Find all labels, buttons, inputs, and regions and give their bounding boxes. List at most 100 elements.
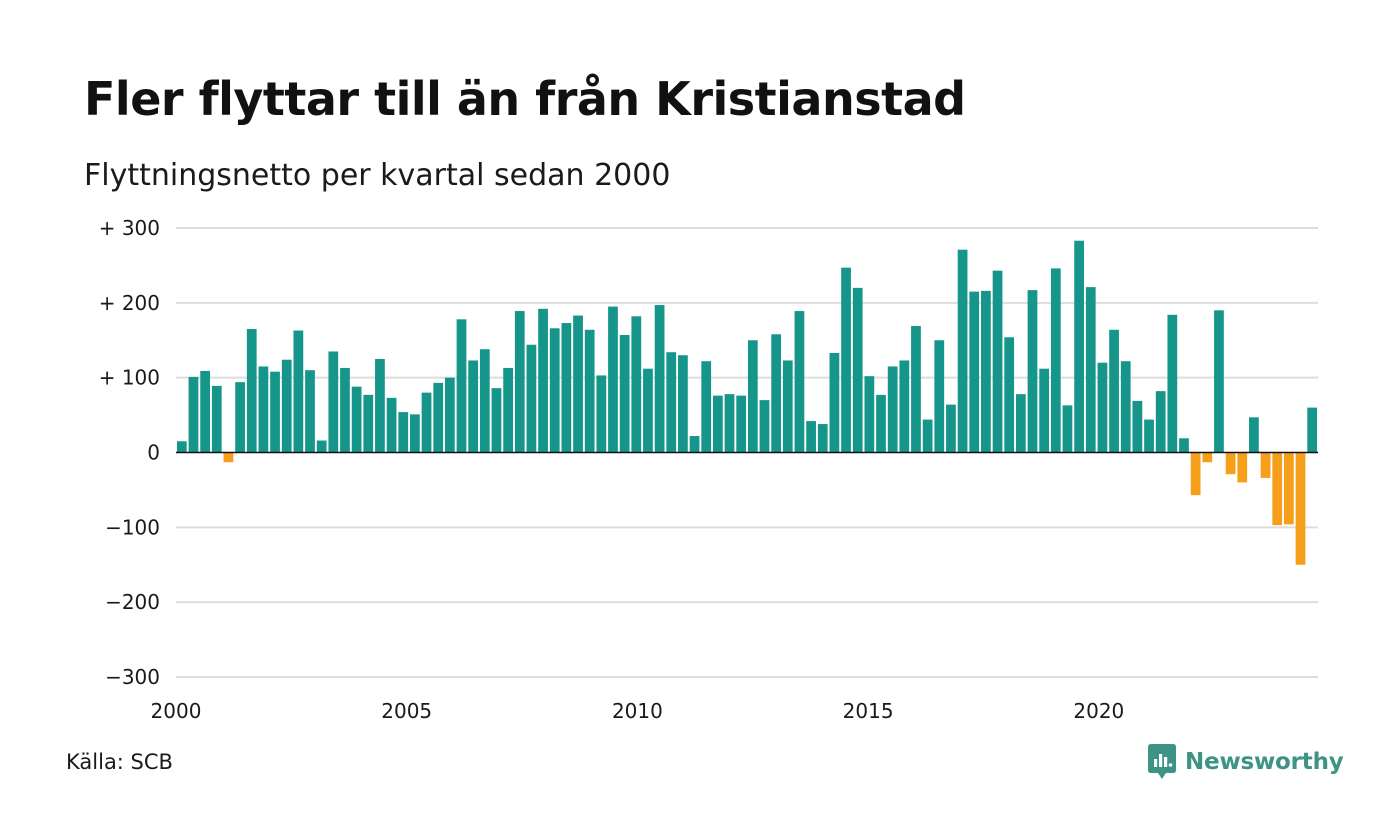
y-tick-label: −200 bbox=[105, 590, 160, 614]
bar bbox=[794, 311, 805, 453]
bar bbox=[981, 290, 991, 453]
x-tick-label: 2015 bbox=[843, 699, 894, 723]
newsworthy-logo-icon bbox=[1148, 744, 1176, 779]
bar bbox=[398, 412, 409, 453]
x-tick-label: 2020 bbox=[1073, 699, 1124, 723]
bar bbox=[363, 394, 374, 453]
brand-name: Newsworthy bbox=[1185, 749, 1344, 775]
bar bbox=[514, 311, 525, 453]
bars bbox=[176, 240, 1318, 565]
bar bbox=[246, 329, 257, 453]
bar bbox=[1202, 452, 1213, 463]
bar bbox=[386, 397, 397, 453]
bar bbox=[934, 340, 945, 453]
y-axis-tick-labels: + 300 + 200 + 100 0 −100 −200 −300 bbox=[99, 216, 160, 689]
bar bbox=[1237, 452, 1248, 483]
bar bbox=[444, 377, 455, 453]
bar bbox=[188, 376, 199, 453]
y-tick-label: −300 bbox=[105, 665, 160, 689]
bar bbox=[549, 328, 560, 453]
bar bbox=[316, 440, 327, 453]
bar bbox=[852, 287, 863, 453]
bar bbox=[503, 367, 513, 453]
bar bbox=[631, 316, 642, 453]
bar bbox=[782, 360, 793, 453]
bar bbox=[293, 330, 304, 453]
bar bbox=[1225, 452, 1236, 475]
bar bbox=[456, 319, 467, 453]
bar bbox=[561, 323, 572, 453]
x-tick-label: 2010 bbox=[612, 699, 663, 723]
bar bbox=[1144, 419, 1154, 453]
x-tick-label: 2000 bbox=[151, 699, 202, 723]
bar bbox=[1074, 240, 1084, 453]
bar bbox=[211, 385, 222, 453]
bar bbox=[759, 400, 770, 453]
bar bbox=[410, 414, 420, 453]
bar bbox=[817, 424, 828, 453]
x-axis-tick-labels: 2000 2005 2010 2015 2020 bbox=[151, 699, 1125, 723]
bar bbox=[1167, 314, 1178, 453]
bar bbox=[922, 419, 933, 453]
bar bbox=[806, 421, 816, 453]
bar bbox=[712, 395, 723, 453]
bar bbox=[666, 352, 677, 453]
bar bbox=[1132, 400, 1143, 453]
bar bbox=[573, 315, 583, 453]
bar bbox=[969, 291, 980, 453]
bar bbox=[1307, 407, 1318, 453]
chart-title: Fler flyttar till än från Kristianstad bbox=[84, 72, 966, 126]
bar bbox=[200, 370, 211, 453]
bar bbox=[1004, 337, 1015, 453]
bar bbox=[1015, 394, 1026, 453]
bar bbox=[1179, 438, 1189, 453]
bar bbox=[899, 360, 910, 453]
bar bbox=[1249, 417, 1259, 453]
bar bbox=[829, 352, 840, 453]
bar bbox=[176, 441, 187, 453]
bar bbox=[281, 359, 292, 453]
bar bbox=[1155, 391, 1166, 453]
bar bbox=[1214, 310, 1224, 453]
bar bbox=[876, 394, 886, 453]
bar bbox=[305, 370, 315, 453]
bar bbox=[864, 376, 875, 453]
bar bbox=[584, 329, 595, 453]
x-tick-label: 2005 bbox=[381, 699, 432, 723]
bar bbox=[1062, 405, 1073, 453]
bar bbox=[1190, 452, 1201, 496]
bar bbox=[491, 388, 502, 453]
bar bbox=[1295, 452, 1306, 565]
bar bbox=[608, 306, 618, 453]
bar bbox=[596, 375, 607, 453]
bar bbox=[538, 308, 548, 453]
bar bbox=[223, 452, 234, 463]
bar bbox=[468, 360, 479, 453]
bar bbox=[946, 404, 956, 453]
newsworthy-brand[interactable]: Newsworthy bbox=[1148, 744, 1344, 780]
bar bbox=[957, 249, 968, 453]
bar bbox=[689, 436, 700, 453]
chart-subtitle: Flyttningsnetto per kvartal sedan 2000 bbox=[84, 158, 671, 193]
bar bbox=[340, 367, 350, 453]
bar bbox=[433, 382, 444, 453]
source-note: Källa: SCB bbox=[66, 750, 173, 774]
bar bbox=[643, 368, 653, 453]
bar bbox=[1097, 362, 1108, 453]
bar-chart: + 300 + 200 + 100 0 −100 −200 −300 2000 2005 201… bbox=[99, 216, 1318, 723]
y-tick-label: 0 bbox=[147, 441, 160, 465]
bar bbox=[1260, 452, 1271, 478]
bar bbox=[841, 267, 851, 453]
bar bbox=[771, 334, 782, 453]
bar bbox=[1283, 452, 1294, 525]
bar bbox=[375, 358, 385, 453]
bar bbox=[736, 395, 747, 453]
bar bbox=[1272, 452, 1283, 526]
bar bbox=[1109, 329, 1119, 453]
bar bbox=[1050, 268, 1061, 453]
bar bbox=[724, 394, 735, 453]
bar bbox=[678, 355, 688, 453]
bar bbox=[235, 382, 245, 453]
bar bbox=[619, 335, 630, 453]
bar bbox=[654, 305, 665, 453]
